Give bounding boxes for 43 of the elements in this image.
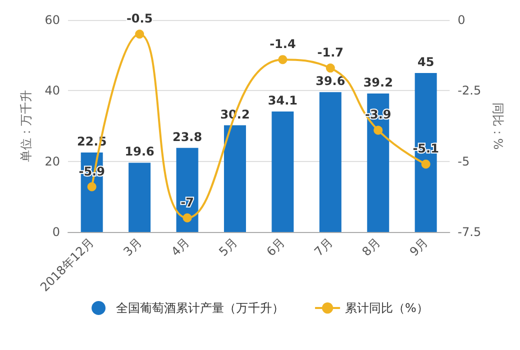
y2-tick-label: -5 bbox=[458, 154, 470, 168]
x-tick-label: 7月 bbox=[312, 235, 336, 259]
bar bbox=[176, 148, 198, 232]
bar bbox=[128, 162, 151, 232]
x-tick-label: 9月 bbox=[407, 235, 431, 259]
x-tick-label: 8月 bbox=[359, 235, 384, 259]
x-tick-label: 6月 bbox=[264, 235, 288, 259]
y2-axis-title: 同比：% bbox=[491, 102, 505, 150]
data-label: -0.5 bbox=[126, 12, 153, 26]
y-tick-label: 20 bbox=[44, 154, 60, 168]
point bbox=[278, 55, 288, 64]
point bbox=[326, 64, 335, 73]
point bbox=[421, 160, 430, 169]
legend-label: 累计同比（%） bbox=[345, 301, 428, 315]
data-label: 19.6 bbox=[124, 144, 154, 159]
x-tick-label: 5月 bbox=[216, 235, 240, 259]
data-label: -1.7 bbox=[317, 46, 344, 60]
bar bbox=[319, 92, 342, 232]
x-tick-label: 4月 bbox=[168, 235, 192, 259]
y-tick-label: 40 bbox=[44, 84, 60, 98]
data-label: 23.8 bbox=[172, 130, 202, 144]
bar bbox=[367, 93, 390, 232]
point bbox=[374, 126, 383, 135]
data-label: 45 bbox=[417, 55, 434, 69]
bar bbox=[414, 73, 437, 232]
bar bbox=[224, 125, 246, 232]
data-label: -7 bbox=[180, 195, 194, 210]
x-tick-label: 3月 bbox=[120, 235, 145, 259]
data-label: 34.1 bbox=[268, 94, 298, 108]
y2-tick-label: -2.5 bbox=[458, 84, 482, 98]
y2-tick-label: 0 bbox=[458, 13, 466, 27]
point bbox=[87, 182, 96, 192]
bar bbox=[272, 112, 294, 232]
legend-label: 全国葡萄酒累计产量（万千升） bbox=[116, 301, 284, 315]
point bbox=[135, 30, 144, 39]
y2-tick-label: -7.5 bbox=[458, 225, 482, 239]
data-label: 39.6 bbox=[316, 74, 346, 88]
point bbox=[182, 213, 192, 222]
y-axis-title: 单位：万千升 bbox=[19, 90, 33, 162]
y-tick-label: 60 bbox=[44, 13, 60, 27]
data-label: 39.2 bbox=[363, 75, 393, 90]
data-label: -1.4 bbox=[270, 37, 296, 52]
y-tick-label: 0 bbox=[52, 225, 60, 239]
